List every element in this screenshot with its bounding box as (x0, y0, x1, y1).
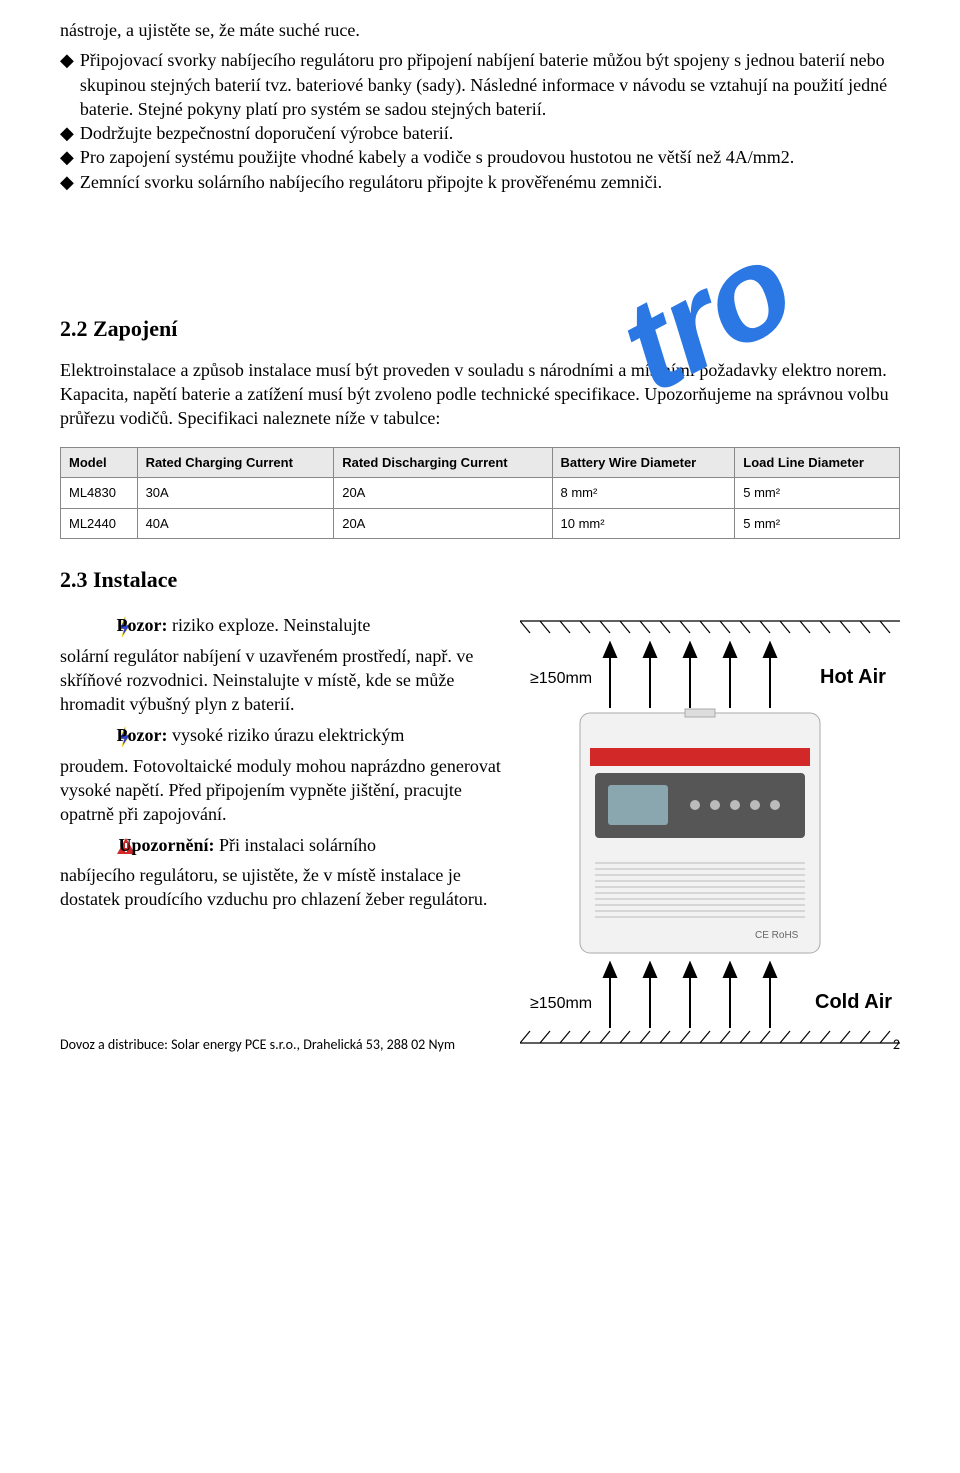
diamond-icon: ◆ (60, 121, 74, 145)
td: 40A (137, 508, 334, 539)
th-model: Model (61, 447, 138, 478)
td: ML4830 (61, 478, 138, 509)
section-gap: tro (60, 194, 900, 314)
label-top-clearance: ≥150mm (530, 670, 592, 687)
label-cold-air: Cold Air (815, 991, 892, 1013)
td: 20A (334, 478, 552, 509)
td: 10 mm² (552, 508, 735, 539)
bullet-item: ◆ Připojovací svorky nabíjecího reguláto… (60, 48, 900, 121)
warning-pozor-explosion: Pozor: riziko exploze. Neinstalujte (60, 613, 510, 638)
diamond-icon: ◆ (60, 170, 74, 194)
intro-first-line: nástroje, a ujistěte se, že máte suché r… (60, 18, 900, 42)
warn3-label: Upozornění: (119, 835, 215, 855)
td: 8 mm² (552, 478, 735, 509)
table-row: ML2440 40A 20A 10 mm² 5 mm² (61, 508, 900, 539)
th-load-line: Load Line Diameter (735, 447, 900, 478)
label-bottom-clearance: ≥150mm (530, 995, 592, 1012)
td: ML2440 (61, 508, 138, 539)
section-22-title: 2.2 Zapojení (60, 314, 900, 344)
label-hot-air: Hot Air (820, 666, 886, 688)
footer-text: Dovoz a distribuce: Solar energy PCE s.r… (60, 1036, 455, 1055)
bullet-item: ◆ Pro zapojení systému použijte vhodné k… (60, 145, 900, 169)
section-23-title: 2.3 Instalace (60, 565, 900, 595)
td: 30A (137, 478, 334, 509)
th-battery-wire: Battery Wire Diameter (552, 447, 735, 478)
bullet-text: Připojovací svorky nabíjecího regulátoru… (80, 48, 900, 121)
td: 5 mm² (735, 508, 900, 539)
spec-table: Model Rated Charging Current Rated Disch… (60, 447, 900, 540)
diamond-icon: ◆ (60, 48, 74, 121)
bullet-text: Pro zapojení systému použijte vhodné kab… (80, 145, 794, 169)
lightning-icon (88, 726, 106, 748)
footer: Dovoz a distribuce: Solar energy PCE s.r… (60, 1036, 900, 1055)
bullet-text: Dodržujte bezpečnostní doporučení výrobc… (80, 121, 453, 145)
td: 20A (334, 508, 552, 539)
warning-pozor-electric: Pozor: vysoké riziko úrazu elektrickým (60, 723, 510, 748)
th-charging: Rated Charging Current (137, 447, 334, 478)
bullet-item: ◆ Dodržujte bezpečnostní doporučení výro… (60, 121, 900, 145)
bullet-item: ◆ Zemnící svorku solárního nabíjecího re… (60, 170, 900, 194)
device-clearance-diagram: ≥150mm Hot Air CE RoHS (520, 613, 900, 1053)
warning-upozorneni: Upozornění: Při instalaci solárního (60, 833, 510, 857)
device-diagram-column: ≥150mm Hot Air CE RoHS (520, 613, 900, 1059)
warn2-tail: vysoké riziko úrazu elektrickým (167, 725, 404, 745)
diamond-icon: ◆ (60, 145, 74, 169)
table-header-row: Model Rated Charging Current Rated Disch… (61, 447, 900, 478)
warn1-body: solární regulátor nabíjení v uzavřeném p… (60, 644, 510, 717)
warning-triangle-icon (88, 837, 108, 855)
warn3-tail: Při instalaci solárního (215, 835, 376, 855)
section-22-body: Elektroinstalace a způsob instalace musí… (60, 358, 900, 431)
label-ce-rohs: CE RoHS (755, 930, 799, 941)
lightning-icon (88, 616, 106, 638)
warnings-column: Pozor: riziko exploze. Neinstalujte solá… (60, 613, 510, 1059)
table-row: ML4830 30A 20A 8 mm² 5 mm² (61, 478, 900, 509)
td: 5 mm² (735, 478, 900, 509)
warn3-body: nabíjecího regulátoru, se ujistěte, že v… (60, 863, 510, 912)
footer-page-number: 2 (893, 1036, 900, 1055)
th-discharging: Rated Discharging Current (334, 447, 552, 478)
warn1-label: Pozor: (117, 615, 168, 635)
warn1-tail: riziko exploze. Neinstalujte (167, 615, 370, 635)
warn2-label: Pozor: (117, 725, 168, 745)
bullet-text: Zemnící svorku solárního nabíjecího regu… (80, 170, 662, 194)
warn2-body: proudem. Fotovoltaické moduly mohou napr… (60, 754, 510, 827)
